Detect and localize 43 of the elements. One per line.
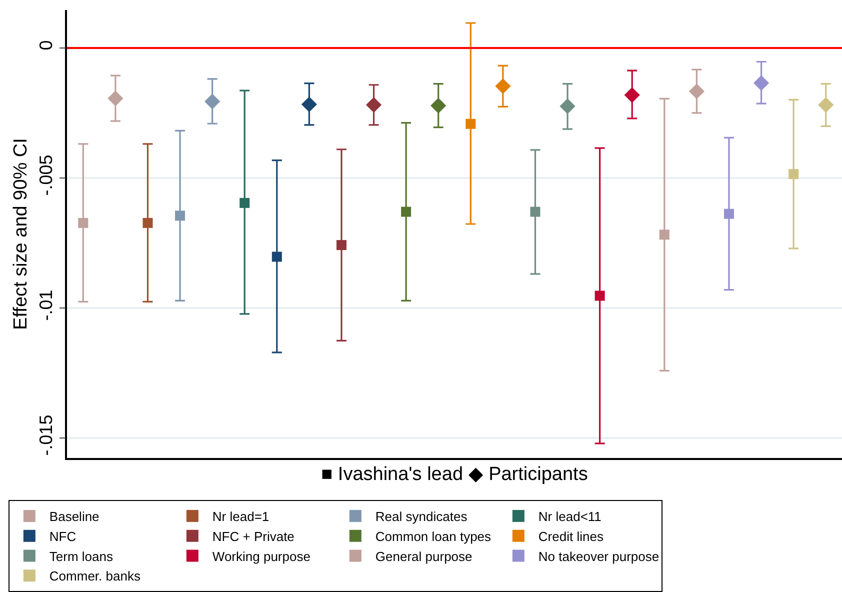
legend-label: Common loan types xyxy=(375,528,492,544)
point xyxy=(78,218,88,228)
legend-label: Credit lines xyxy=(538,528,604,544)
point xyxy=(560,98,576,114)
point xyxy=(659,230,670,240)
point xyxy=(430,98,446,114)
legend-label: Baseline xyxy=(49,509,100,524)
legend-label: Working purpose xyxy=(212,548,310,564)
legend-label: No takeover purpose xyxy=(538,548,660,564)
y-tick-label: 0 xyxy=(36,40,56,50)
legend-label: General purpose xyxy=(375,548,472,564)
y-axis-title: Effect size and 90% CI xyxy=(10,138,32,330)
legend-label: Real syndicates xyxy=(375,509,468,524)
point xyxy=(108,90,124,106)
legend-label: Nr lead<11 xyxy=(538,509,602,524)
point xyxy=(272,252,282,262)
point xyxy=(753,75,770,91)
y-tick-label: -.01 xyxy=(36,290,56,321)
point xyxy=(401,206,412,217)
point xyxy=(530,206,540,217)
legend-label: NFC xyxy=(49,528,76,544)
point xyxy=(240,198,250,208)
point xyxy=(204,94,220,110)
point xyxy=(366,97,382,113)
legend-label: Nr lead=1 xyxy=(212,509,270,524)
legend-label: NFC + Private xyxy=(212,528,294,544)
point xyxy=(594,290,605,301)
y-tick-label: -.015 xyxy=(36,414,56,456)
legend-label: Term loans xyxy=(49,548,114,564)
y-tick-label: -.005 xyxy=(36,154,56,196)
point xyxy=(788,169,799,180)
point xyxy=(724,208,734,219)
point xyxy=(175,210,186,221)
legend-label: Commer. banks xyxy=(49,568,141,584)
point xyxy=(688,84,704,100)
point xyxy=(495,78,511,94)
point xyxy=(624,87,640,103)
point xyxy=(818,97,834,113)
point xyxy=(466,118,476,129)
x-axis-title: ■ Ivashina's lead ◆ Participants xyxy=(321,464,588,486)
point xyxy=(142,218,153,228)
point xyxy=(301,96,317,112)
point xyxy=(336,240,346,250)
